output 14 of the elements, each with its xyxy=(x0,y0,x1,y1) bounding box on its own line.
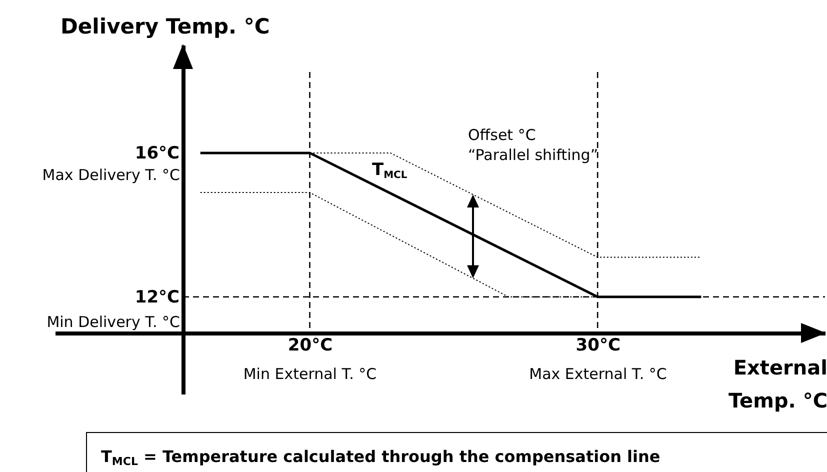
annotation: Min Delivery T. °C xyxy=(46,313,180,331)
text: T$_{MCL}$ = Temperature calculated through the compensation line xyxy=(86,432,827,472)
x-axis-title: External Temp. °C xyxy=(728,356,827,412)
annotation: Max External T. °C xyxy=(529,365,667,383)
y-tick-label: 16°C xyxy=(134,143,180,164)
annotation: Max Delivery T. °C xyxy=(42,166,180,184)
annotation: “Parallel shifting” xyxy=(468,146,598,164)
x-tick-label: 20°C xyxy=(288,336,333,356)
x-tick-label: 30°C xyxy=(576,336,620,356)
annotation: Offset °C xyxy=(468,126,536,144)
y-axis-title: Delivery Temp. °C xyxy=(60,14,270,38)
annotation: T$_{MCL}$ xyxy=(372,160,408,181)
annotation: Min External T. °C xyxy=(243,365,377,383)
y-tick-label: 12°C xyxy=(134,287,180,308)
